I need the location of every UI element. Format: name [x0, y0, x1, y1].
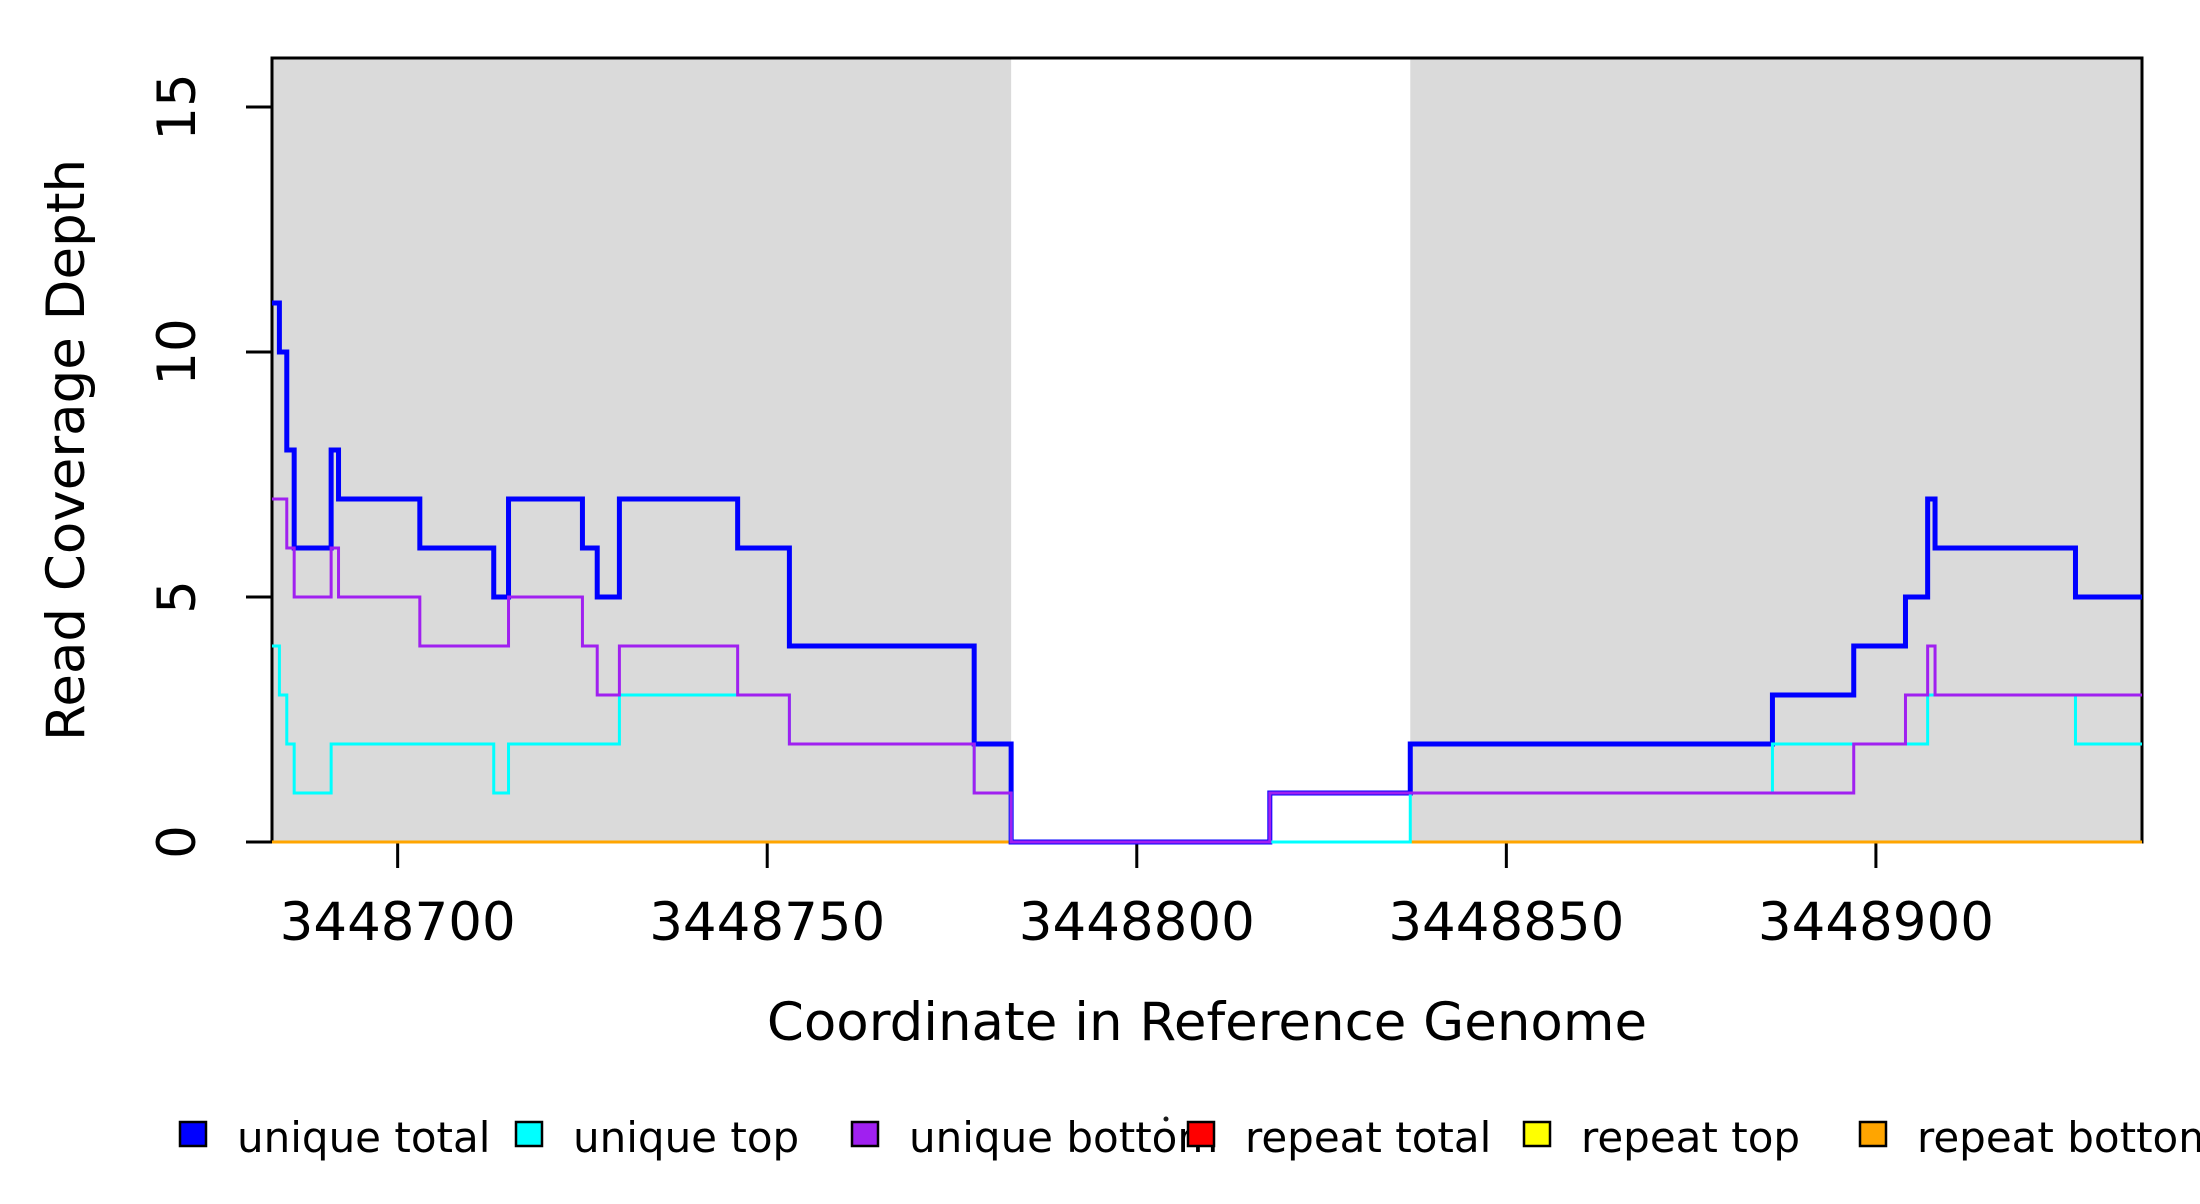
series-line-unique-top	[272, 644, 2142, 844]
series-line-unique-bottom	[272, 497, 2142, 844]
legend-label-unique-bottom: unique bottom	[909, 1113, 1218, 1162]
shaded-region	[272, 58, 1012, 842]
legend-label-repeat-top: repeat top	[1581, 1113, 1800, 1162]
legend-label-unique-top: unique top	[573, 1113, 799, 1162]
plot-area: 3448700 3448750 3448800 3448850 3448900 0 5 10 1…	[147, 56, 2144, 953]
x-tick-label: 3448850	[1388, 892, 1624, 953]
y-tick-label: 5	[147, 580, 208, 614]
x-tick-label: 3448750	[649, 892, 885, 953]
legend-item-unique-top: unique top	[514, 1113, 799, 1162]
series-line-unique-total	[272, 300, 2142, 845]
legend-item-repeat-total: repeat total	[1186, 1113, 1491, 1162]
legend-item-unique-total: unique total	[178, 1113, 490, 1162]
legend-swatch-unique-total	[178, 1120, 208, 1148]
y-tick-label: 10	[147, 318, 208, 385]
legend-separator-dot	[1163, 1116, 1169, 1122]
legend-item-repeat-top: repeat top	[1522, 1113, 1800, 1162]
legend-swatch-unique-bottom	[850, 1120, 880, 1148]
y-tick-label: 0	[147, 825, 208, 859]
legend: unique total unique top unique bottom re…	[178, 1113, 2200, 1162]
legend-swatch-repeat-bottom	[1858, 1120, 1888, 1148]
legend-item-unique-bottom: unique bottom	[850, 1113, 1218, 1162]
x-tick-label: 3448900	[1758, 892, 1994, 953]
x-axis-title: Coordinate in Reference Genome	[767, 992, 1647, 1053]
legend-label-unique-total: unique total	[237, 1113, 490, 1162]
y-tick-label: 15	[147, 73, 208, 140]
x-tick-label: 3448800	[1019, 892, 1255, 953]
legend-swatch-repeat-total	[1186, 1120, 1216, 1148]
legend-swatch-unique-top	[514, 1120, 544, 1148]
legend-label-repeat-bottom: repeat bottom	[1917, 1113, 2200, 1162]
legend-item-repeat-bottom: repeat bottom	[1858, 1113, 2200, 1162]
y-axis-title: Read Coverage Depth	[36, 159, 97, 741]
legend-label-repeat-total: repeat total	[1245, 1113, 1491, 1162]
shaded-region	[1410, 58, 2142, 842]
legend-swatch-repeat-top	[1522, 1120, 1552, 1148]
x-tick-label: 3448700	[280, 892, 516, 953]
